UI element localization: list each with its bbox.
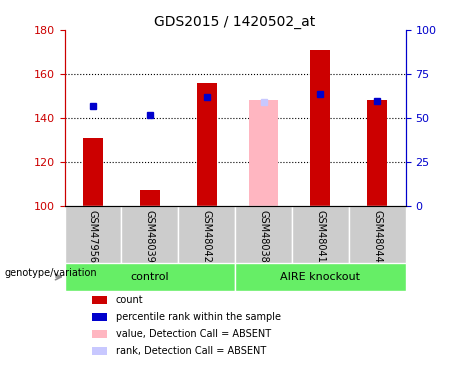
Bar	[65, 263, 235, 291]
Bar	[292, 206, 349, 263]
Bar	[92, 314, 107, 321]
Text: GSM48039: GSM48039	[145, 210, 155, 263]
Text: rank, Detection Call = ABSENT: rank, Detection Call = ABSENT	[116, 346, 266, 355]
Text: value, Detection Call = ABSENT: value, Detection Call = ABSENT	[116, 329, 271, 339]
Bar	[83, 138, 103, 206]
Bar	[310, 50, 331, 206]
Text: GSM47956: GSM47956	[88, 210, 98, 263]
Bar	[65, 206, 121, 263]
Bar	[121, 206, 178, 263]
Bar	[92, 296, 107, 304]
Bar	[92, 347, 107, 355]
Text: GSM48042: GSM48042	[201, 210, 212, 263]
Bar	[197, 82, 217, 206]
Text: percentile rank within the sample: percentile rank within the sample	[116, 312, 281, 322]
Text: genotype/variation: genotype/variation	[5, 268, 97, 278]
Bar	[235, 206, 292, 263]
Bar	[92, 330, 107, 338]
Bar	[235, 263, 406, 291]
Bar	[349, 206, 406, 263]
Bar	[249, 100, 278, 206]
Text: AIRE knockout: AIRE knockout	[280, 272, 361, 282]
Text: control: control	[130, 272, 169, 282]
Bar	[140, 190, 160, 206]
Bar	[367, 100, 387, 206]
Text: GSM48044: GSM48044	[372, 210, 382, 263]
Text: count: count	[116, 295, 143, 305]
Text: GSM48038: GSM48038	[259, 210, 269, 263]
Text: GSM48041: GSM48041	[315, 210, 325, 263]
Bar	[178, 206, 235, 263]
Title: GDS2015 / 1420502_at: GDS2015 / 1420502_at	[154, 15, 316, 29]
